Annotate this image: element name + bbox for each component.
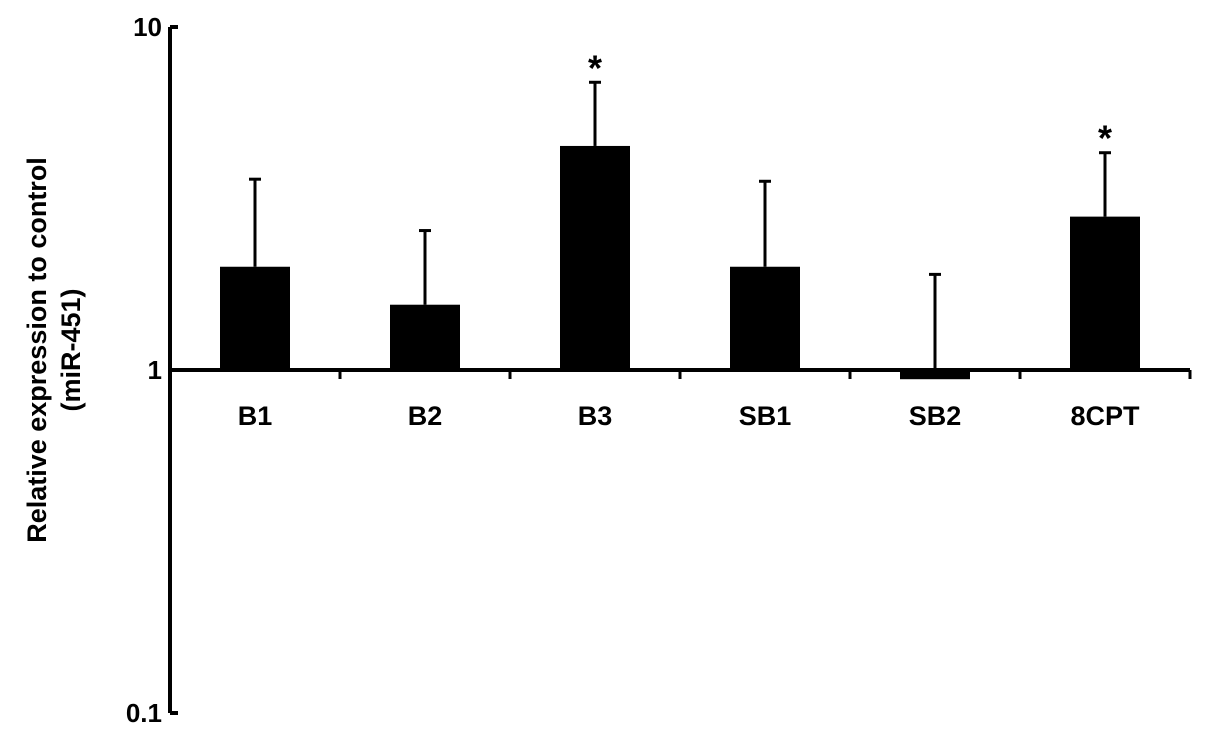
x-tick-label-b2: B2 — [408, 401, 443, 431]
x-tick-label-8cpt: 8CPT — [1070, 401, 1140, 431]
bar-b2 — [390, 304, 460, 370]
x-tick-label-b1: B1 — [238, 401, 273, 431]
plot-area: B1 B2 * B3 SB1 SB2 * 8CPT 0.1 1 10 — [126, 12, 1192, 728]
bar-b3 — [560, 145, 630, 370]
y-tick-label-1: 1 — [148, 355, 162, 385]
bar-sb1 — [730, 266, 800, 370]
x-tick-label-b3: B3 — [578, 401, 613, 431]
y-axis-label-line-2: (miR-451) — [56, 288, 86, 411]
bar-sb2 — [900, 370, 970, 380]
x-tick-label-sb1: SB1 — [739, 401, 792, 431]
y-axis-label-line-1: Relative expression to control — [22, 157, 52, 543]
bar-8cpt — [1070, 216, 1140, 370]
bar-b1 — [220, 266, 290, 370]
y-tick-label-0.1: 0.1 — [126, 698, 162, 728]
x-tick-label-sb2: SB2 — [909, 401, 962, 431]
significance-mark-8cpt: * — [1098, 118, 1112, 159]
significance-mark-b3: * — [588, 47, 602, 88]
y-tick-label-10: 10 — [133, 12, 162, 42]
